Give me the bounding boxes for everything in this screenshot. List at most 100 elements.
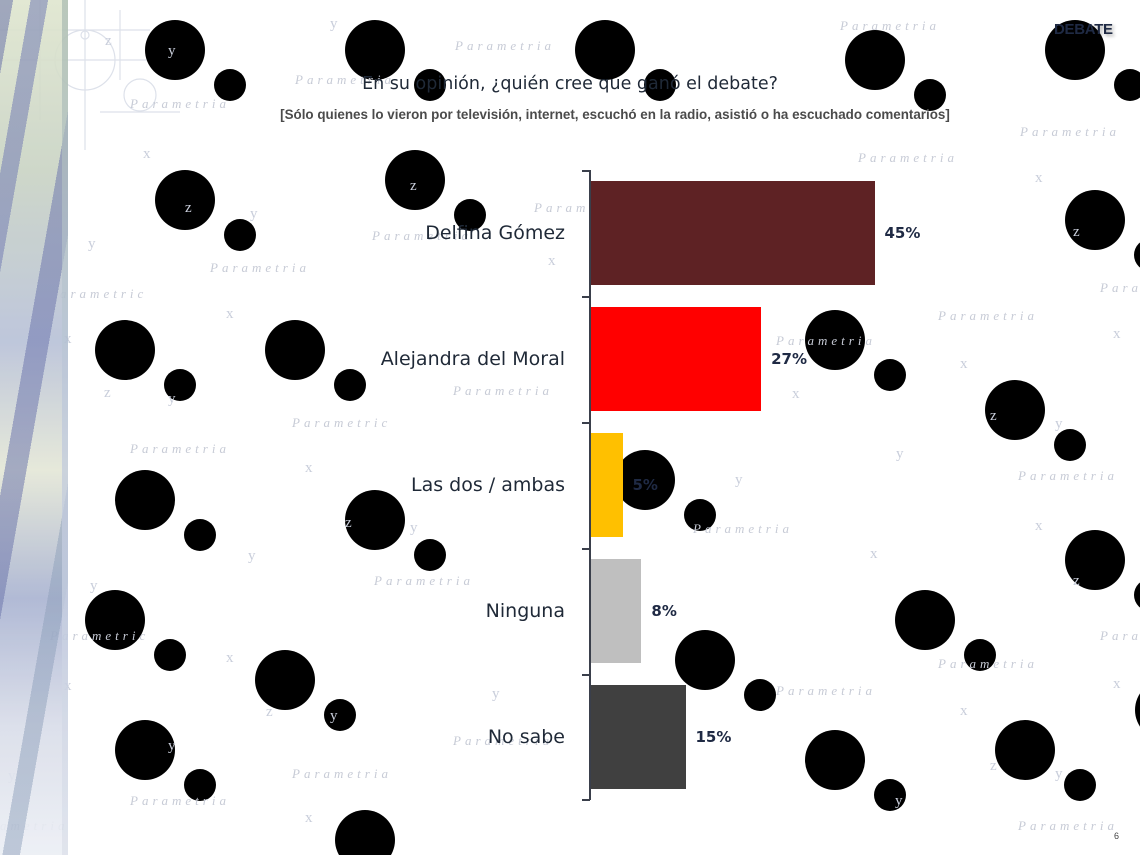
svg-text:x: x xyxy=(1113,676,1121,692)
category-axis xyxy=(589,170,591,800)
svg-text:x: x xyxy=(64,678,72,694)
svg-text:Parametria: Parametria xyxy=(1017,818,1118,833)
category-label: Delfina Gómez xyxy=(425,222,565,244)
svg-text:Parametria: Parametria xyxy=(291,766,392,781)
svg-text:z: z xyxy=(410,178,417,194)
svg-text:x: x xyxy=(226,650,234,666)
svg-text:Parametria: Parametria xyxy=(1019,124,1120,139)
chart-subtitle: [Sólo quienes lo vieron por televisión, … xyxy=(280,107,950,122)
svg-text:z: z xyxy=(1073,224,1080,240)
svg-text:y: y xyxy=(168,43,176,59)
svg-text:Parametria: Parametria xyxy=(454,38,555,53)
svg-text:x: x xyxy=(548,253,556,269)
svg-text:Para: Para xyxy=(1099,280,1140,295)
bar xyxy=(591,181,875,285)
svg-text:x: x xyxy=(226,306,234,322)
svg-text:Parametria: Parametria xyxy=(129,96,230,111)
svg-text:y: y xyxy=(1055,416,1063,432)
axis-tick xyxy=(582,548,590,550)
svg-text:z: z xyxy=(1073,573,1080,589)
svg-text:x: x xyxy=(960,703,968,719)
svg-text:y: y xyxy=(896,446,904,462)
chart-title: En su opinión, ¿quién cree que ganó el d… xyxy=(362,74,778,94)
svg-text:Parametric: Parametric xyxy=(291,415,391,430)
svg-text:Parametria: Parametria xyxy=(692,521,793,536)
svg-text:y: y xyxy=(90,578,98,594)
svg-text:y: y xyxy=(1055,766,1063,782)
svg-text:y: y xyxy=(330,708,338,724)
svg-text:arametric: arametric xyxy=(60,286,147,301)
bar xyxy=(591,559,642,663)
svg-text:y: y xyxy=(168,391,176,407)
svg-text:x: x xyxy=(792,386,800,402)
decorative-watercolor-strip xyxy=(0,0,68,855)
svg-text:Parametria: Parametria xyxy=(452,733,553,748)
axis-tick xyxy=(582,296,590,298)
value-label: 8% xyxy=(651,602,677,620)
svg-text:Parametria: Parametria xyxy=(775,333,876,348)
svg-text:x: x xyxy=(1113,326,1121,342)
svg-text:Parametria: Parametria xyxy=(937,308,1038,323)
svg-text:Para: Para xyxy=(1099,628,1140,643)
svg-text:z: z xyxy=(105,33,112,49)
page-number: 6 xyxy=(1114,831,1120,841)
value-label: 5% xyxy=(632,476,658,494)
svg-text:y: y xyxy=(492,686,500,702)
bar-row-delfina-gomez: Delfina Gómez 45% xyxy=(0,170,1140,296)
svg-text:x: x xyxy=(1035,518,1043,534)
svg-text:Parametria: Parametria xyxy=(294,72,395,87)
category-label: No sabe xyxy=(487,726,565,748)
bar xyxy=(591,685,686,789)
bar-row-no-sabe: No sabe 15% xyxy=(0,674,1140,800)
svg-text:Parametria: Parametria xyxy=(209,260,310,275)
bar-row-las-dos-ambas: Las dos / ambas 5% xyxy=(0,422,1140,548)
axis-tick xyxy=(582,422,590,424)
svg-text:y: y xyxy=(410,520,418,536)
svg-text:Parametria: Parametria xyxy=(129,441,230,456)
bar-row-ninguna: Ninguna 8% xyxy=(0,548,1140,674)
svg-text:y: y xyxy=(250,206,258,222)
svg-text:Parametria: Parametria xyxy=(373,573,474,588)
svg-text:y: y xyxy=(735,472,743,488)
svg-text:Parametria: Parametria xyxy=(129,793,230,808)
svg-text:z: z xyxy=(266,704,273,720)
svg-text:y: y xyxy=(895,793,903,809)
svg-text:z: z xyxy=(990,758,997,774)
value-label: 45% xyxy=(884,224,921,242)
value-label: 15% xyxy=(695,728,732,746)
svg-text:y: y xyxy=(248,548,256,564)
svg-text:z: z xyxy=(345,515,352,531)
axis-tick xyxy=(582,799,590,801)
bar xyxy=(591,307,762,411)
svg-text:Parametric: Parametric xyxy=(49,628,149,643)
section-badge: DEBATE xyxy=(1054,21,1113,38)
axis-tick xyxy=(582,170,590,172)
value-label: 27% xyxy=(771,350,807,368)
svg-text:Parametria: Parametria xyxy=(452,383,553,398)
svg-text:y: y xyxy=(168,738,176,754)
svg-text:Parametria: Parametria xyxy=(775,683,876,698)
category-label: Ninguna xyxy=(485,600,565,622)
category-label: Alejandra del Moral xyxy=(380,348,565,370)
svg-text:z: z xyxy=(185,200,192,216)
svg-text:Parametria: Parametria xyxy=(937,656,1038,671)
svg-text:x: x xyxy=(143,146,151,162)
svg-text:x: x xyxy=(960,356,968,372)
svg-text:x: x xyxy=(1035,170,1043,186)
svg-text:x: x xyxy=(870,546,878,562)
svg-text:z: z xyxy=(990,408,997,424)
svg-text:x: x xyxy=(305,460,313,476)
svg-text:z: z xyxy=(104,385,111,401)
svg-text:x: x xyxy=(64,331,72,347)
bar xyxy=(591,433,623,537)
axis-tick xyxy=(582,674,590,676)
category-label: Las dos / ambas xyxy=(411,474,565,496)
svg-text:Parametria: Parametria xyxy=(1017,468,1118,483)
svg-text:y: y xyxy=(88,236,96,252)
bar-row-alejandra-del-moral: Alejandra del Moral 27% xyxy=(0,296,1140,422)
svg-text:Parametria: Parametria xyxy=(371,228,472,243)
svg-text:Parametria: Parametria xyxy=(857,150,958,165)
svg-text:x: x xyxy=(305,810,313,826)
